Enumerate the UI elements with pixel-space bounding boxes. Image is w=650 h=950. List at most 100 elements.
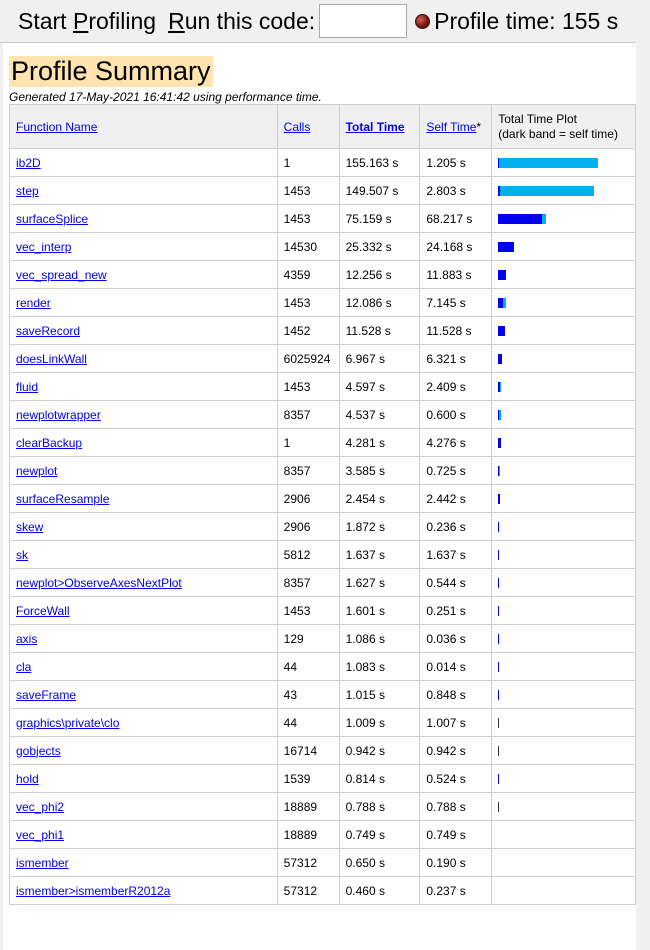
function-link[interactable]: ismember>ismemberR2012a (16, 883, 171, 898)
sort-by-self-time-link[interactable]: Self Time (426, 119, 477, 134)
page-title: Profile Summary (9, 56, 213, 87)
time-plot-cell (491, 204, 636, 233)
run-code-input[interactable] (319, 4, 408, 38)
table-row: vec_phi1 18889 0.749 s 0.749 s (9, 820, 636, 849)
function-link[interactable]: step (16, 183, 39, 198)
function-link[interactable]: doesLinkWall (16, 351, 87, 366)
table-row: hold 1539 0.814 s 0.524 s (9, 764, 636, 793)
function-link[interactable]: fluid (16, 379, 39, 394)
total-time-cell: 0.650 s (338, 848, 421, 877)
function-link[interactable]: surfaceSplice (16, 211, 89, 226)
total-time-cell: 0.749 s (338, 820, 421, 849)
total-time-cell: 1.009 s (338, 708, 421, 737)
function-link[interactable]: sk (16, 547, 28, 562)
time-plot-cell (491, 484, 636, 513)
function-name-cell: surfaceSplice (9, 204, 278, 233)
function-link[interactable]: surfaceResample (16, 491, 110, 506)
function-name-cell: ismember>ismemberR2012a (9, 876, 278, 905)
total-time-cell: 25.332 s (338, 232, 421, 261)
time-plot-cell (491, 540, 636, 569)
function-link[interactable]: vec_interp (16, 239, 72, 254)
sort-by-calls-link[interactable]: Calls (283, 119, 311, 134)
time-bar-plot (498, 493, 501, 504)
calls-cell: 5812 (276, 540, 340, 569)
col-total-time-plot: Total Time Plot (dark band = self time) (491, 104, 636, 149)
function-link[interactable]: graphics\private\clo (16, 715, 120, 730)
function-link[interactable]: ib2D (16, 155, 41, 170)
table-row: vec_interp 14530 25.332 s 24.168 s (9, 232, 636, 261)
function-name-cell: vec_phi2 (9, 792, 278, 821)
table-row: ismember>ismemberR2012a 57312 0.460 s 0.237… (9, 876, 636, 905)
function-link[interactable]: render (16, 295, 51, 310)
total-time-cell: 2.454 s (338, 484, 421, 513)
table-row: ForceWall 1453 1.601 s 0.251 s (9, 596, 636, 625)
function-link[interactable]: ismember (16, 855, 69, 870)
function-name-cell: saveRecord (9, 316, 278, 345)
vertical-scrollbar[interactable] (636, 0, 650, 950)
time-bar-plot (498, 213, 547, 224)
plot-header-line2: (dark band = self time) (498, 126, 618, 141)
self-time-bar (498, 493, 501, 504)
function-link[interactable]: skew (16, 519, 44, 534)
calls-cell: 1452 (276, 316, 340, 345)
calls-cell: 4359 (276, 260, 340, 289)
self-time-bar (498, 269, 507, 280)
calls-cell: 8357 (276, 456, 340, 485)
table-row: newplot 8357 3.585 s 0.725 s (9, 456, 636, 485)
function-link[interactable]: vec_spread_new (16, 267, 107, 282)
time-plot-cell (491, 428, 636, 457)
total-time-cell: 4.597 s (338, 372, 421, 401)
self-time-cell: 2.442 s (419, 484, 493, 513)
function-link[interactable]: saveRecord (16, 323, 81, 338)
table-row: surfaceResample 2906 2.454 s 2.442 s (9, 484, 636, 513)
function-link[interactable]: gobjects (16, 743, 61, 758)
calls-cell: 1453 (276, 176, 340, 205)
self-time-cell: 0.014 s (419, 652, 493, 681)
self-time-cell: 11.528 s (419, 316, 493, 345)
function-link[interactable]: vec_phi2 (16, 799, 65, 814)
plot-header-line1: Total Time Plot (498, 111, 577, 126)
self-time-cell: 0.544 s (419, 568, 493, 597)
function-link[interactable]: newplot>ObserveAxesNextPlot (16, 575, 182, 590)
time-bar-plot (492, 856, 623, 870)
function-link[interactable]: hold (16, 771, 39, 786)
self-time-bar (498, 689, 500, 700)
self-time-bar (498, 717, 500, 728)
table-row: step 1453 149.507 s 2.803 s (9, 176, 636, 205)
function-link[interactable]: axis (16, 631, 38, 646)
start-profiling-button[interactable]: Start Profiling (18, 7, 157, 34)
table-row: sk 5812 1.637 s 1.637 s (9, 540, 636, 569)
self-time-cell: 1.007 s (419, 708, 493, 737)
self-time-bar (498, 185, 501, 196)
calls-cell: 14530 (276, 232, 340, 261)
function-name-cell: sk (9, 540, 278, 569)
time-bar-plot (498, 185, 595, 196)
self-time-cell: 7.145 s (419, 288, 493, 317)
sort-by-total-time-link[interactable]: Total Time (345, 119, 405, 134)
self-time-bar (498, 661, 500, 672)
function-link[interactable]: vec_phi1 (16, 827, 65, 842)
calls-cell: 8357 (276, 400, 340, 429)
time-plot-cell (491, 456, 636, 485)
time-bar-plot (498, 353, 503, 364)
function-link[interactable]: ForceWall (16, 603, 70, 618)
total-time-bar (498, 409, 502, 420)
function-name-cell: newplot>ObserveAxesNextPlot (9, 568, 278, 597)
calls-cell: 57312 (276, 848, 340, 877)
time-bar-plot (498, 157, 599, 168)
function-link[interactable]: clearBackup (16, 435, 83, 450)
profiler-toolbar: Start Profiling Run this code: Profile t… (0, 0, 636, 43)
sort-by-function-name-link[interactable]: Function Name (16, 119, 98, 134)
self-time-cell: 11.883 s (419, 260, 493, 289)
calls-cell: 1453 (276, 596, 340, 625)
self-time-bar (498, 241, 515, 252)
function-link[interactable]: newplotwrapper (16, 407, 101, 422)
function-name-cell: cla (9, 652, 278, 681)
function-link[interactable]: cla (16, 659, 32, 674)
self-time-bar (498, 521, 500, 532)
total-time-cell: 0.788 s (338, 792, 421, 821)
total-time-cell: 1.627 s (338, 568, 421, 597)
self-time-cell: 24.168 s (419, 232, 493, 261)
function-link[interactable]: saveFrame (16, 687, 77, 702)
function-link[interactable]: newplot (16, 463, 58, 478)
